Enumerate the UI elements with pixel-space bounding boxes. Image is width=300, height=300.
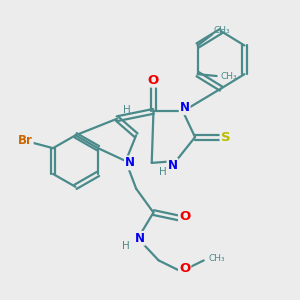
Text: H: H bbox=[123, 104, 130, 115]
Text: S: S bbox=[221, 130, 230, 144]
Text: N: N bbox=[125, 156, 135, 170]
Text: N: N bbox=[135, 232, 145, 245]
Text: N: N bbox=[180, 101, 190, 114]
Text: H: H bbox=[159, 167, 167, 177]
Text: Br: Br bbox=[18, 134, 33, 147]
Text: CH₃: CH₃ bbox=[214, 26, 230, 35]
Text: O: O bbox=[148, 74, 159, 87]
Text: O: O bbox=[179, 210, 190, 223]
Text: CH₃: CH₃ bbox=[209, 254, 226, 263]
Text: CH₃: CH₃ bbox=[221, 71, 237, 80]
Text: H: H bbox=[122, 241, 130, 251]
Text: O: O bbox=[179, 262, 190, 275]
Text: N: N bbox=[167, 159, 178, 172]
